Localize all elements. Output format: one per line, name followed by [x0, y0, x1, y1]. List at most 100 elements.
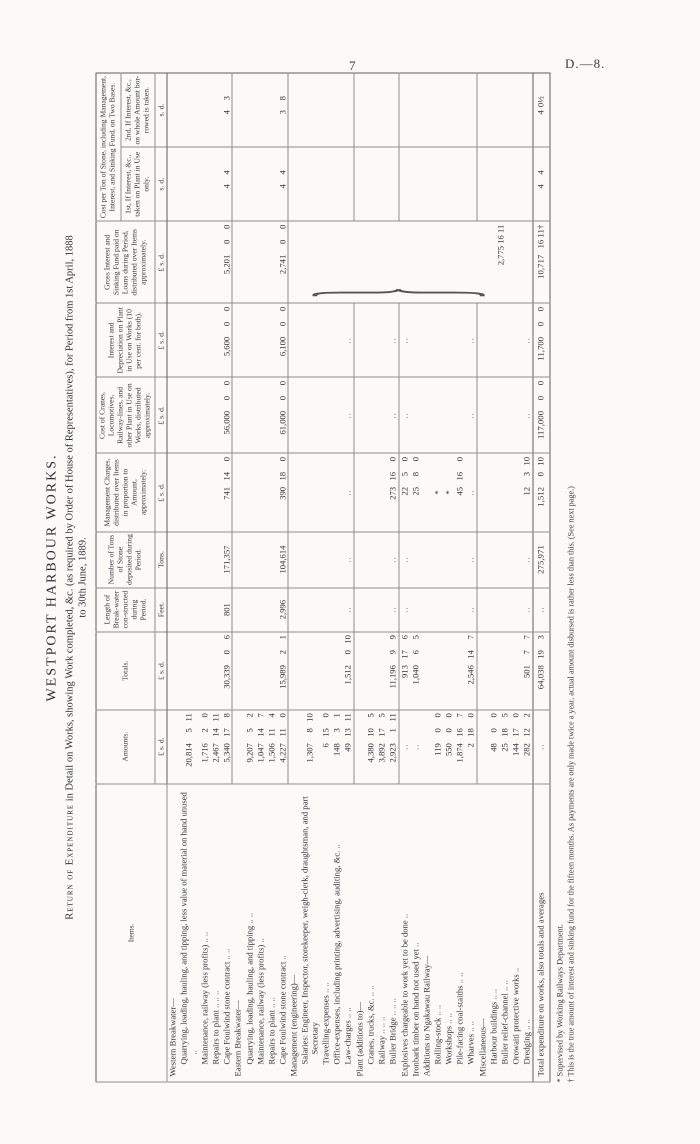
cell-tons: [410, 531, 422, 588]
cell-amt: 3,892 17 5: [376, 709, 388, 784]
cell-intr: [331, 303, 343, 378]
cell-tons: [243, 531, 255, 588]
cell-tons: [443, 531, 455, 588]
cell-feet: ..: [465, 587, 477, 632]
cell-b2: [209, 73, 221, 148]
table-body: Western Breakwater— Quarrying, loading, h…: [166, 73, 550, 1082]
cell-gross: [232, 221, 244, 304]
cell-b2: [465, 73, 477, 148]
cell-mgmt: 273 16 0: [387, 453, 399, 532]
cell-cranes: [265, 377, 277, 454]
cell-gross: [265, 221, 277, 304]
cell-b1: [476, 147, 489, 222]
cell-cranes: [432, 377, 444, 454]
cell-amt: 1,506 11 4: [265, 709, 277, 784]
cell-tot: [198, 631, 210, 710]
cell-intr: [353, 303, 366, 378]
cell-b1: [499, 147, 511, 222]
rotated-table-sheet: WESTPORT HARBOUR WORKS. Return of Expend…: [45, 68, 660, 1088]
cell-mgmt: 25 8 0: [410, 453, 422, 532]
cell-cranes: [243, 377, 255, 454]
cell-feet: [365, 587, 377, 632]
cell-mgmt: [265, 453, 277, 532]
cell-intr: [443, 303, 455, 378]
unit-length: Feet.: [154, 587, 167, 632]
cell-feet: [510, 587, 522, 632]
cell-feet: [288, 587, 300, 632]
cell-tons: ..: [387, 531, 399, 588]
cell-b1: [365, 147, 377, 222]
row-label: Law-charges .. ..: [342, 783, 354, 1082]
cell-tons: [476, 531, 489, 588]
cell-tons: ..: [398, 531, 411, 588]
cell-tons: [232, 531, 244, 588]
cell-feet: 801: [220, 587, 233, 632]
row-label: Miscellaneous—: [476, 783, 489, 1082]
cell-mgmt: [331, 453, 343, 532]
cell-feet: [166, 587, 179, 632]
cell-mgmt: 390 18 0: [276, 453, 289, 532]
cell-b1: [432, 147, 444, 222]
cell-b2: [331, 73, 343, 148]
col-header-management: Management Charges, distributed over Ite…: [96, 453, 155, 532]
cell-b1: [510, 147, 522, 222]
cell-tot: [265, 631, 277, 710]
cell-cranes: [376, 377, 388, 454]
unit-interest: £ s. d.: [154, 303, 167, 378]
table-row: Cape Foulwind stone contract .. .. 5,340 1…: [220, 73, 233, 1082]
cell-gross: [254, 221, 266, 304]
cell-feet: [243, 587, 255, 632]
cell-mgmt: [376, 453, 388, 532]
cell-feet: [454, 587, 466, 632]
cell-cranes: [320, 377, 332, 454]
cell-tot: [331, 631, 343, 710]
row-label: Explosives chargeable to work yet to be …: [398, 783, 411, 1082]
cell-amt: 1,716 2 0: [198, 709, 210, 784]
page-subtitle: Return of Expenditure in Detail on Works…: [64, 68, 90, 1088]
row-label: Plant (additions to)—: [353, 783, 366, 1082]
cell-feet: [432, 587, 444, 632]
cell-b1: [421, 147, 433, 222]
cell-cranes: [299, 377, 321, 454]
cell-amt: 20,814 5 11: [178, 709, 199, 784]
row-label: Workshops .. ..: [443, 783, 455, 1082]
cell-tot: [488, 631, 500, 710]
cell-amt: 9,207 5 2: [243, 709, 255, 784]
cell-intr: ..: [465, 303, 477, 378]
row-label: Eastern Breakwater—: [232, 783, 244, 1082]
cell-total-tot: 64,038 19 3: [532, 631, 550, 710]
cell-tot: 2,546 14 7: [465, 631, 477, 710]
cell-intr: ..: [398, 303, 411, 378]
row-label: Quarrying, loading, hauling, and tipping…: [178, 783, 199, 1082]
subtitle-rest: in Detail on Works, showing Work complet…: [64, 235, 76, 804]
cell-tons: [331, 531, 343, 588]
row-label: Orowaiti protective works ..: [510, 783, 522, 1082]
cell-b2: [166, 73, 179, 148]
cell-intr: 5,600 0 0: [220, 303, 233, 378]
cell-b2: [443, 73, 455, 148]
cell-mgmt: [166, 453, 179, 532]
cell-amt: [288, 709, 300, 784]
cell-intr: ..: [521, 303, 533, 378]
cell-gross: [209, 221, 221, 304]
cell-mgmt: ..: [465, 453, 477, 532]
footnotes: * Supervised by Working Railways Departm…: [554, 73, 576, 1082]
cell-intr: [166, 303, 179, 378]
cell-tot: 501 7 7: [521, 631, 533, 710]
cell-b2: [488, 73, 500, 148]
row-label: Wharves .. ..: [465, 783, 477, 1082]
cell-total-gross: 10,717 16 11†: [532, 221, 550, 304]
page-number: 7: [349, 58, 356, 73]
cell-b1: [454, 147, 466, 222]
cell-b1: [166, 147, 179, 222]
cell-cranes: [476, 377, 489, 454]
cell-tons: ..: [465, 531, 477, 588]
cell-tot: [432, 631, 444, 710]
title-block: WESTPORT HARBOUR WORKS. Return of Expend…: [45, 68, 90, 1088]
cell-amt: 148 3 1: [331, 709, 343, 784]
cell-cranes: [178, 377, 199, 454]
total-row-label: Total expenditure on works, also totals …: [532, 783, 550, 1082]
row-label: Additions to Ngakawau Railway—: [421, 783, 433, 1082]
cell-amt: [476, 709, 489, 784]
table-row: Maintenance, railway (less profits) .. 1,…: [254, 73, 266, 1082]
